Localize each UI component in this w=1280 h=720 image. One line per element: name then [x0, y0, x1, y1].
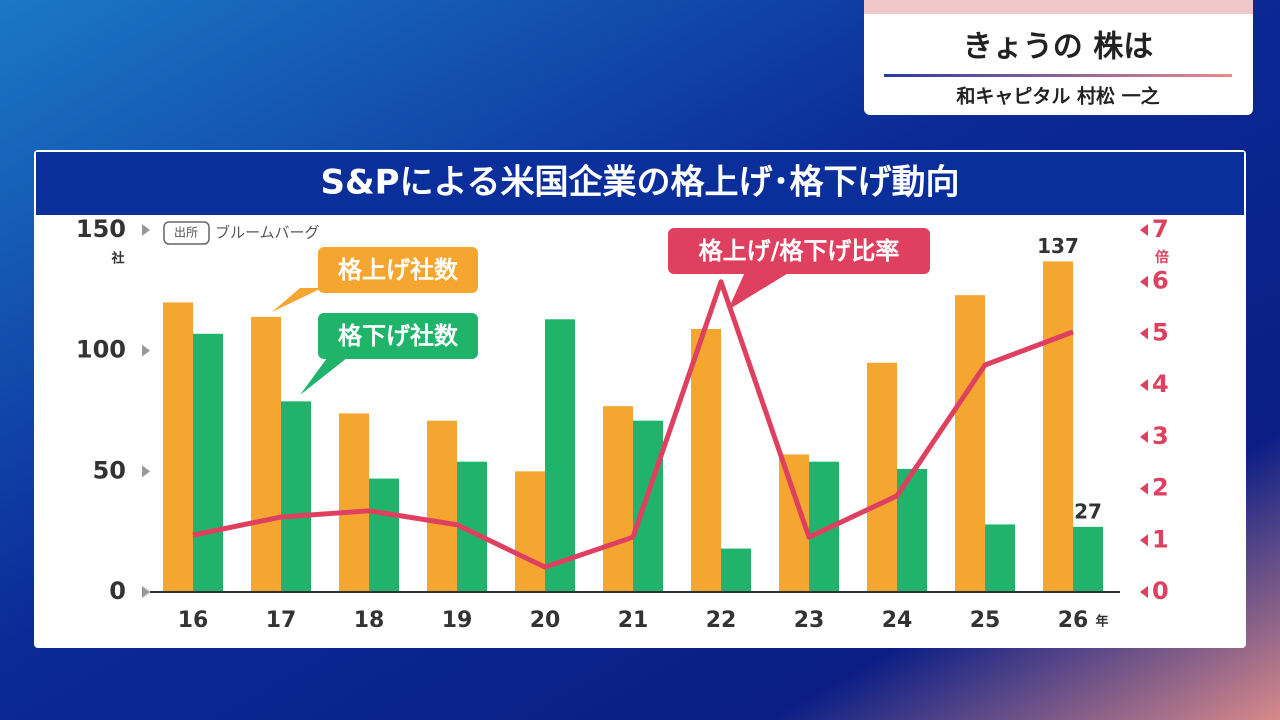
x-tick-label: 17: [266, 608, 297, 633]
source-tag: 出所: [174, 226, 198, 240]
legend-box: [318, 247, 478, 293]
data-label: 27: [1074, 499, 1102, 523]
bar: [251, 316, 281, 592]
legend-box: [668, 228, 930, 274]
y2-tick: [1140, 224, 1148, 236]
y-tick-label: 150: [76, 215, 126, 243]
y2-tick-label: 5: [1152, 318, 1169, 346]
x-tick-label: 18: [354, 608, 385, 633]
legend-box: [318, 313, 478, 359]
y-tick: [142, 344, 150, 357]
source: ブルームバーグ: [215, 224, 320, 242]
data-label: 137: [1037, 234, 1079, 258]
ratio-line: [192, 279, 1074, 570]
y2-tick: [1140, 430, 1148, 443]
y-tick-label: 50: [93, 456, 126, 484]
legend-label: 格上げ/格下げ比率: [699, 237, 900, 265]
y-tick-label: 100: [76, 336, 126, 364]
bar: [339, 413, 369, 592]
y-tick: [142, 224, 150, 236]
y2-tick-label: 7: [1152, 215, 1169, 243]
y2-tick: [1140, 275, 1148, 288]
y2-unit: 倍: [1155, 249, 1169, 266]
header-title: きょうの 株は: [963, 30, 1153, 65]
bar: [1073, 526, 1103, 592]
x-tick-label: 22: [706, 608, 737, 633]
bar: [1043, 261, 1073, 592]
x-tick-label: 19: [442, 608, 473, 633]
y2-tick: [1140, 482, 1148, 495]
x-unit: 年: [1095, 614, 1108, 630]
y2-tick: [1140, 586, 1148, 598]
x-tick-label: 16: [178, 608, 209, 633]
y2-tick-label: 0: [1152, 577, 1169, 605]
callout-pointer: [272, 288, 322, 312]
source-tag-box: [163, 221, 210, 245]
bar: [721, 548, 751, 592]
y-unit: 社: [110, 251, 124, 267]
y2-tick-label: 2: [1152, 474, 1169, 502]
bar: [603, 406, 633, 592]
chart-title: S&Pによる米国企業の格上げ･格下げ動向: [320, 163, 959, 203]
y2-tick: [1140, 327, 1148, 340]
bar: [633, 420, 663, 592]
title-bar: [36, 152, 1244, 215]
callout-pointer: [300, 354, 352, 395]
y2-tick: [1140, 534, 1148, 547]
x-tick-label: 20: [530, 608, 561, 633]
x-tick-label: 23: [794, 608, 825, 633]
x-tick-label: 26: [1058, 608, 1089, 633]
y2-tick: [1140, 379, 1148, 392]
y-tick: [142, 465, 150, 478]
legend-label: 格下げ社数: [338, 322, 459, 350]
y2-tick-label: 4: [1152, 370, 1169, 398]
bar: [515, 471, 545, 592]
x-tick-label: 24: [882, 608, 913, 633]
header-rule: [884, 74, 1232, 77]
bar: [369, 478, 399, 592]
bar: [427, 420, 457, 592]
bar: [985, 524, 1015, 592]
header-box: [864, 0, 1253, 115]
bar: [193, 333, 223, 592]
bar: [867, 362, 897, 592]
x-tick-label: 21: [618, 608, 649, 633]
bar: [281, 401, 311, 592]
legend-label: 格上げ社数: [338, 256, 459, 284]
callout-pointer: [728, 272, 790, 310]
bar: [691, 328, 721, 592]
header-strip: [864, 0, 1253, 14]
y2-tick-label: 6: [1152, 267, 1169, 295]
y2-tick-label: 3: [1152, 422, 1169, 450]
bar: [545, 319, 575, 592]
y2-tick-label: 1: [1152, 525, 1169, 553]
y-tick-label: 0: [109, 577, 126, 605]
bar: [955, 295, 985, 592]
bar: [163, 302, 193, 592]
y-tick: [142, 586, 150, 598]
header-subtitle: 和キャピタル 村松 一之: [956, 85, 1159, 108]
x-tick-label: 25: [970, 608, 1001, 633]
